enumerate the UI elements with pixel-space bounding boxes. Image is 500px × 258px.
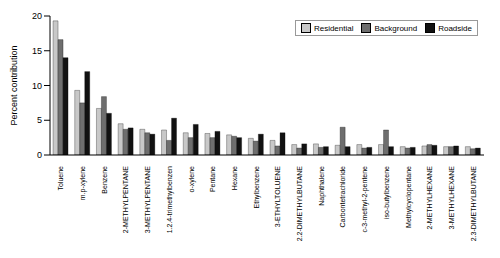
svg-text:Ethylbenzene: Ethylbenzene [253, 166, 261, 209]
svg-text:15: 15 [32, 46, 42, 56]
svg-text:Carbontetrachloride: Carbontetrachloride [339, 166, 346, 228]
svg-text:2-METHYLHEXANE: 2-METHYLHEXANE [426, 166, 433, 230]
svg-text:5: 5 [37, 115, 42, 125]
svg-text:3-METHYLPENTANE: 3-METHYLPENTANE [144, 166, 151, 233]
svg-text:o-xylene: o-xylene [188, 166, 196, 193]
svg-text:iso-butylbenzene: iso-butylbenzene [383, 166, 391, 219]
svg-text:Naphthalene: Naphthalene [318, 166, 326, 206]
svg-text:2-METHYLPENTANE: 2-METHYLPENTANE [122, 166, 129, 233]
html-text:Roadside: Roadside [438, 23, 472, 33]
html-text:Background: Background [374, 23, 418, 33]
svg-text:c-3-methyl-2-pentene: c-3-methyl-2-pentene [361, 166, 369, 233]
svg-text:0: 0 [37, 150, 42, 160]
html-text:Residential: Residential [313, 23, 354, 33]
svg-text:1.2.4-trimethylbenzen: 1.2.4-trimethylbenzen [166, 166, 174, 233]
svg-text:20: 20 [32, 11, 42, 21]
svg-text:10: 10 [32, 81, 42, 91]
svg-text:Benzene: Benzene [101, 166, 108, 194]
svg-text:Percent contribution: Percent contribution [9, 45, 19, 125]
svg-text:Toluene: Toluene [57, 166, 64, 191]
svg-text:Hexane: Hexane [231, 166, 238, 190]
svg-text:2.3-DIMETHYLBUTANE: 2.3-DIMETHYLBUTANE [470, 166, 477, 242]
svg-text:Pentane: Pentane [209, 166, 216, 192]
svg-text:2.2-DIMETHYLBUTANE: 2.2-DIMETHYLBUTANE [296, 166, 303, 242]
svg-text:3-METHYLHEXANE: 3-METHYLHEXANE [448, 166, 455, 230]
svg-text:3-ETHYLTOLUENE: 3-ETHYLTOLUENE [274, 166, 281, 228]
svg-text:Methylcyclopentane: Methylcyclopentane [405, 166, 413, 228]
svg-text:m.p-xylene: m.p-xylene [79, 166, 87, 200]
